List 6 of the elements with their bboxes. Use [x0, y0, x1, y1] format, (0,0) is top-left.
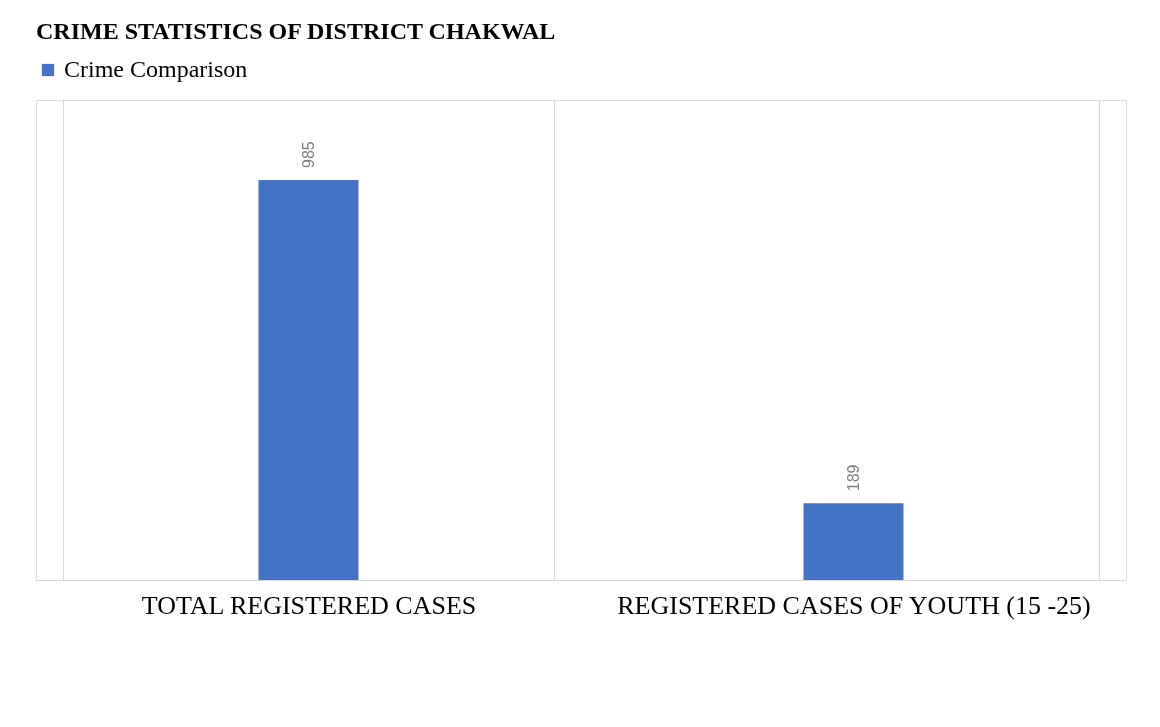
data-label: 189	[844, 464, 862, 492]
x-tick-label: TOTAL REGISTERED CASES	[141, 590, 477, 620]
x-tick-label: REGISTERED CASES OF YOUTH (15 -25)	[617, 590, 1091, 620]
data-label: 985	[299, 141, 317, 168]
chart-title: CRIME STATISTICS OF DISTRICT CHAKWAL	[36, 18, 556, 44]
legend-label: Crime Comparison	[64, 56, 248, 82]
